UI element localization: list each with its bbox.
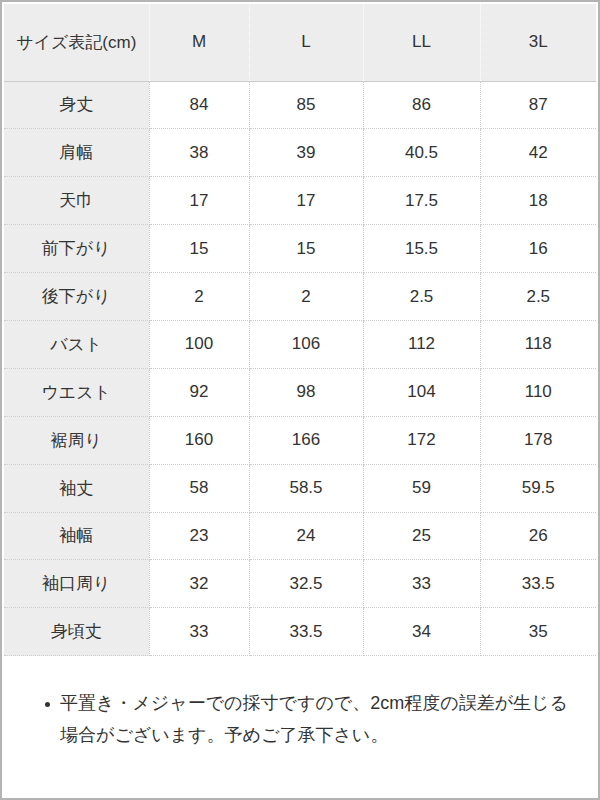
size-value-cell: 23 <box>149 512 249 560</box>
size-value-cell: 26 <box>480 512 596 560</box>
size-chart-page: { "table": { "header": ["サイズ表記(cm)", "M"… <box>0 0 600 800</box>
size-value-cell: 32 <box>149 560 249 608</box>
table-row: ウエスト9298104110 <box>4 368 596 416</box>
size-value-cell: 58 <box>149 464 249 512</box>
size-value-cell: 35 <box>480 608 596 656</box>
size-value-cell: 40.5 <box>363 129 480 177</box>
table-row: バスト100106112118 <box>4 320 596 368</box>
size-value-cell: 84 <box>149 81 249 129</box>
row-label: 天巾 <box>4 177 149 225</box>
size-value-cell: 25 <box>363 512 480 560</box>
size-value-cell: 42 <box>480 129 596 177</box>
table-row: 袖幅23242526 <box>4 512 596 560</box>
header-cell-size-3L: 3L <box>480 4 596 81</box>
size-value-cell: 86 <box>363 81 480 129</box>
size-value-cell: 92 <box>149 368 249 416</box>
size-value-cell: 24 <box>249 512 363 560</box>
size-value-cell: 104 <box>363 368 480 416</box>
row-label: バスト <box>4 320 149 368</box>
size-value-cell: 85 <box>249 81 363 129</box>
table-row: 袖口周り3232.53333.5 <box>4 560 596 608</box>
size-table: サイズ表記(cm)MLLL3L 身丈84858687肩幅383940.542天巾… <box>4 4 596 656</box>
size-value-cell: 2.5 <box>363 273 480 321</box>
row-label: 袖幅 <box>4 512 149 560</box>
size-table-header-row: サイズ表記(cm)MLLL3L <box>4 4 596 81</box>
table-row: 身丈84858687 <box>4 81 596 129</box>
row-label: 裾周り <box>4 416 149 464</box>
size-value-cell: 178 <box>480 416 596 464</box>
row-label: 身丈 <box>4 81 149 129</box>
size-value-cell: 2.5 <box>480 273 596 321</box>
table-row: 後下がり222.52.5 <box>4 273 596 321</box>
header-cell-size-M: M <box>149 4 249 81</box>
row-label: 肩幅 <box>4 129 149 177</box>
size-value-cell: 17 <box>149 177 249 225</box>
size-value-cell: 87 <box>480 81 596 129</box>
size-value-cell: 59.5 <box>480 464 596 512</box>
row-label: 後下がり <box>4 273 149 321</box>
size-value-cell: 2 <box>149 273 249 321</box>
size-value-cell: 166 <box>249 416 363 464</box>
table-row: 前下がり151515.516 <box>4 225 596 273</box>
size-value-cell: 112 <box>363 320 480 368</box>
size-value-cell: 100 <box>149 320 249 368</box>
size-value-cell: 34 <box>363 608 480 656</box>
size-value-cell: 38 <box>149 129 249 177</box>
size-value-cell: 59 <box>363 464 480 512</box>
header-cell-size-L: L <box>249 4 363 81</box>
size-value-cell: 160 <box>149 416 249 464</box>
size-value-cell: 17 <box>249 177 363 225</box>
size-value-cell: 118 <box>480 320 596 368</box>
size-value-cell: 110 <box>480 368 596 416</box>
row-label: 前下がり <box>4 225 149 273</box>
size-value-cell: 33.5 <box>480 560 596 608</box>
size-value-cell: 172 <box>363 416 480 464</box>
table-row: 裾周り160166172178 <box>4 416 596 464</box>
size-value-cell: 33.5 <box>249 608 363 656</box>
row-label: 身頃丈 <box>4 608 149 656</box>
size-table-body: 身丈84858687肩幅383940.542天巾171717.518前下がり15… <box>4 81 596 656</box>
size-value-cell: 106 <box>249 320 363 368</box>
size-value-cell: 33 <box>363 560 480 608</box>
size-value-cell: 33 <box>149 608 249 656</box>
size-value-cell: 58.5 <box>249 464 363 512</box>
size-value-cell: 17.5 <box>363 177 480 225</box>
table-row: 身頃丈3333.53435 <box>4 608 596 656</box>
header-cell-size-LL: LL <box>363 4 480 81</box>
size-value-cell: 16 <box>480 225 596 273</box>
table-row: 肩幅383940.542 <box>4 129 596 177</box>
size-value-cell: 18 <box>480 177 596 225</box>
measurement-note: 平置き・メジャーでの採寸ですので、2cm程度の誤差が生じる場合がございます。予め… <box>4 687 596 751</box>
row-label: 袖口周り <box>4 560 149 608</box>
row-label: 袖丈 <box>4 464 149 512</box>
size-value-cell: 39 <box>249 129 363 177</box>
size-value-cell: 15 <box>249 225 363 273</box>
size-value-cell: 98 <box>249 368 363 416</box>
table-row: 天巾171717.518 <box>4 177 596 225</box>
table-row: 袖丈5858.55959.5 <box>4 464 596 512</box>
size-value-cell: 15.5 <box>363 225 480 273</box>
size-value-cell: 32.5 <box>249 560 363 608</box>
size-value-cell: 2 <box>249 273 363 321</box>
row-label: ウエスト <box>4 368 149 416</box>
size-value-cell: 15 <box>149 225 249 273</box>
header-cell-size-label: サイズ表記(cm) <box>4 4 149 81</box>
